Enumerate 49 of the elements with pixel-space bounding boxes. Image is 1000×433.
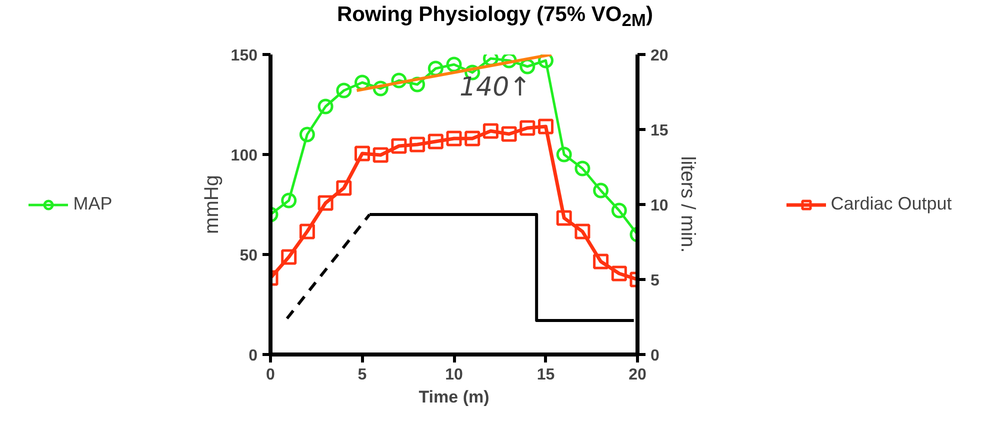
y-tick-label: 100 <box>230 148 258 164</box>
point <box>482 123 498 139</box>
point <box>556 210 572 226</box>
point <box>281 192 297 208</box>
point <box>538 118 554 134</box>
y-tick-label: 50 <box>240 248 258 264</box>
point <box>446 130 462 146</box>
x-tick-label: 15 <box>536 366 555 384</box>
point <box>354 146 370 162</box>
point <box>281 249 297 265</box>
point <box>464 130 480 146</box>
chart-title: Rowing Physiology (75% VO$_{2M}$) <box>336 2 654 32</box>
y-tick-label: 0 <box>248 348 258 364</box>
point <box>299 224 315 240</box>
y2-tick-label: 5 <box>650 272 660 290</box>
x-tick-label: 20 <box>628 366 646 384</box>
point <box>501 126 517 142</box>
point <box>520 120 536 136</box>
point <box>391 138 407 154</box>
point <box>611 202 627 218</box>
point <box>336 180 352 196</box>
annotation: 140↑ <box>460 72 531 102</box>
point <box>299 126 315 142</box>
y2-axis-title: liters / min. <box>676 156 698 253</box>
y2-tick-label: 15 <box>650 122 668 140</box>
legend-label: MAP <box>73 194 112 214</box>
point <box>574 224 590 240</box>
y2-tick-label: 10 <box>650 198 668 214</box>
point <box>336 82 352 98</box>
point <box>593 254 609 270</box>
point <box>593 182 609 198</box>
point <box>372 147 388 163</box>
y-tick-label: 150 <box>230 48 258 64</box>
x-tick-label: 0 <box>266 366 276 384</box>
y-axis-title: mmHg <box>200 175 223 234</box>
point <box>574 160 590 176</box>
point <box>611 266 627 282</box>
point <box>556 146 572 162</box>
point <box>318 195 334 211</box>
point <box>410 136 426 152</box>
x-tick-label: 10 <box>445 366 463 384</box>
point <box>318 98 334 114</box>
x-tick-label: 5 <box>358 366 367 384</box>
point <box>446 56 462 72</box>
point <box>428 134 444 150</box>
legend-label: Cardiac Output <box>830 194 952 214</box>
x-axis-title: Time (m) <box>418 388 490 406</box>
y2-tick-label: 0 <box>650 348 660 364</box>
y2-tick-label: 20 <box>650 48 668 64</box>
